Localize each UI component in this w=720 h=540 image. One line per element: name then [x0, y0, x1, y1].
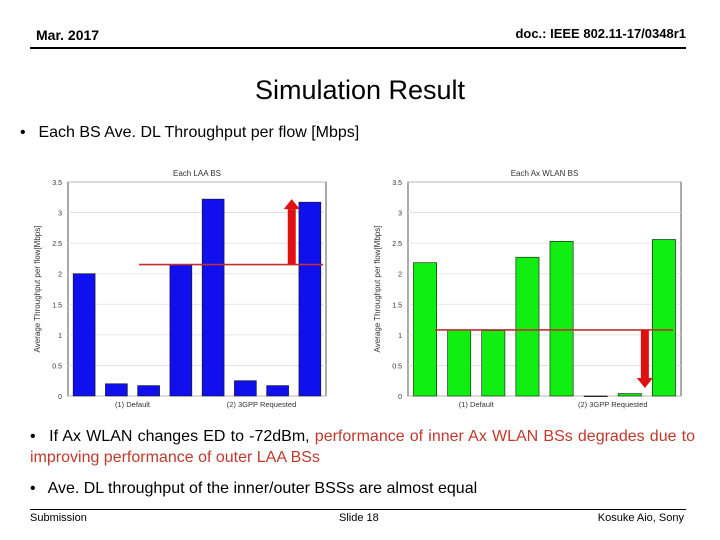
- bullet-dot: •: [30, 428, 36, 445]
- bullet-throughput: • Each BS Ave. DL Throughput per flow [M…: [20, 124, 359, 142]
- bullet-ed-change: • If Ax WLAN changes ED to -72dBm, perfo…: [30, 426, 695, 468]
- bullet-equal: • Ave. DL throughput of the inner/outer …: [30, 480, 477, 498]
- bar: [169, 264, 193, 397]
- bar: [201, 198, 225, 397]
- y-tick-label: 0: [398, 394, 402, 401]
- slide-title: Simulation Result: [254, 75, 466, 105]
- y-tick-label: 3: [398, 211, 402, 218]
- bar: [298, 201, 322, 397]
- bullet-ed-change-text: If Ax WLAN changes ED to -72dBm,: [49, 428, 315, 445]
- bar: [583, 395, 608, 397]
- chart-title: Each Ax WLAN BS: [511, 169, 579, 178]
- y-tick-label: 2.5: [52, 241, 62, 248]
- y-tick-label: 3: [58, 211, 62, 218]
- bar: [652, 239, 676, 397]
- bar: [447, 329, 472, 397]
- y-axis-label: Average Throughput per flow[Mbps]: [373, 226, 382, 353]
- y-tick-label: 2: [58, 272, 62, 279]
- bar: [137, 385, 160, 397]
- x-category-label: (2) 3GPP Requested: [227, 400, 297, 409]
- y-tick-label: 0.5: [52, 363, 62, 370]
- y-tick-label: 1: [58, 333, 62, 340]
- bar: [413, 262, 437, 397]
- bar: [72, 273, 96, 397]
- y-tick-label: 1: [398, 333, 402, 340]
- bullet-throughput-text: Each BS Ave. DL Throughput per flow [Mbp…: [38, 124, 360, 141]
- bullet-dot: •: [20, 124, 26, 141]
- y-tick-label: 0: [58, 394, 62, 401]
- y-tick-label: 2: [398, 272, 402, 279]
- arrow-down-shaft: [640, 329, 649, 378]
- y-tick-label: 2.5: [392, 241, 402, 248]
- footer-submission: Submission: [30, 512, 87, 524]
- header-rule: [30, 47, 686, 49]
- x-category-label: (2) 3GPP Requested: [578, 400, 648, 409]
- bar: [266, 385, 289, 397]
- y-tick-label: 3.5: [392, 180, 402, 187]
- bar: [105, 383, 128, 397]
- arrow-up-head: [283, 199, 300, 210]
- x-category-label: (1) Default: [115, 400, 151, 409]
- bullet-dot: •: [30, 480, 36, 497]
- y-tick-label: 3.5: [52, 180, 62, 187]
- bullet-equal-text: Ave. DL throughput of the inner/outer BS…: [47, 480, 478, 497]
- arrow-down-head: [636, 378, 653, 388]
- bar: [234, 380, 257, 397]
- bar: [481, 330, 506, 397]
- y-tick-label: 1.5: [392, 302, 402, 309]
- footer-slide-number: Slide 18: [339, 512, 379, 524]
- y-tick-label: 0.5: [392, 363, 402, 370]
- header-doc-id: doc.: IEEE 802.11-17/0348r1: [515, 26, 686, 41]
- bullet-ed-change-red-text: performance of inner Ax WLAN BSs degrade…: [30, 428, 695, 466]
- header-date: Mar. 2017: [36, 27, 100, 43]
- bar: [549, 241, 574, 397]
- chart-wlan: 0 0.5 1 1.5 2 2.5 3 3.5 Each Ax WLAN BS Average T…: [373, 169, 682, 409]
- chart-laa: 0 0.5 1 1.5 2 2.5 3 3.5 Each LAA BS Average Throu…: [33, 169, 327, 409]
- y-tick-label: 1.5: [52, 302, 62, 309]
- footer-author: Kosuke Aio, Sony: [597, 512, 684, 524]
- bar: [617, 393, 642, 397]
- x-category-label: (1) Default: [459, 400, 495, 409]
- bar: [515, 256, 540, 397]
- plot-area: [67, 181, 327, 397]
- chart-title: Each LAA BS: [173, 169, 221, 178]
- y-axis-label: Average Throughput per flow[Mbps]: [33, 226, 42, 353]
- footer-rule: [30, 509, 686, 510]
- arrow-up-shaft: [287, 209, 296, 265]
